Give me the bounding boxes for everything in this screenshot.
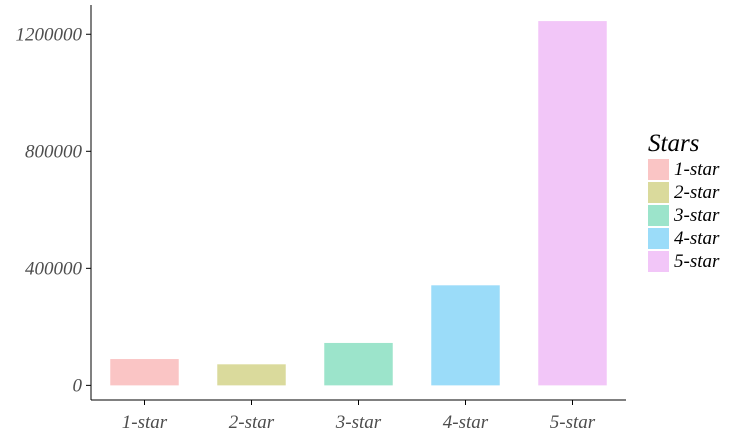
x-tick-label: 1-star (122, 412, 168, 433)
x-tick-label: 5-star (550, 412, 596, 433)
bar-2-star (217, 364, 286, 386)
y-tick-label: 1200000 (16, 24, 83, 45)
legend-label: 4-star (674, 227, 720, 249)
legend-swatch (648, 251, 669, 272)
x-tick-label: 2-star (229, 412, 275, 433)
legend-item: 1-star (648, 158, 719, 181)
legend-label: 5-star (674, 250, 720, 272)
legend-swatch (648, 182, 669, 203)
legend-item: 3-star (648, 204, 719, 227)
bar-3-star (324, 342, 393, 386)
y-tick-label: 400000 (25, 258, 83, 279)
bar-4-star (431, 285, 500, 386)
legend-title: Stars (648, 130, 700, 157)
legend: Stars 1-star 2-star 3-star 4-star 5-star (648, 130, 719, 273)
x-tick-label: 4-star (443, 412, 489, 433)
x-tick-label: 3-star (335, 412, 382, 433)
legend-swatch (648, 205, 669, 226)
bar-1-star (110, 359, 179, 386)
legend-label: 2-star (674, 181, 720, 203)
x-axis-ticks: 1-star 2-star 3-star 4-star 5-star (122, 400, 596, 433)
y-tick-label: 800000 (25, 141, 83, 162)
bars (110, 21, 607, 386)
legend-item: 2-star (648, 181, 719, 204)
legend-swatch (648, 159, 669, 180)
y-axis-ticks: 0 400000 800000 1200000 (16, 24, 91, 396)
legend-item: 4-star (648, 227, 719, 250)
legend-swatch (648, 228, 669, 249)
legend-item: 5-star (648, 250, 719, 273)
bar-5-star (538, 21, 607, 386)
legend-label: 1-star (674, 158, 720, 180)
legend-label: 3-star (674, 204, 720, 226)
y-tick-label: 0 (73, 375, 83, 396)
